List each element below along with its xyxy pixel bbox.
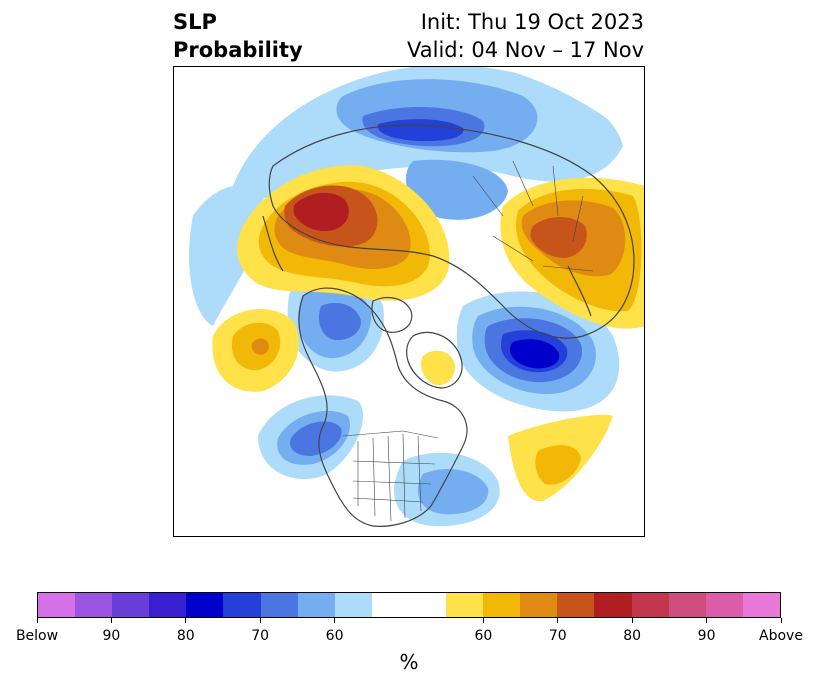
colorbar-tick-label: 80 xyxy=(623,628,642,644)
colorbar-segment xyxy=(483,593,521,617)
shading-layer xyxy=(189,66,645,527)
west-light-blue-band xyxy=(189,185,265,326)
colorbar-tick-mark xyxy=(334,618,336,623)
colorbar-tick-mark xyxy=(557,618,559,623)
us-canada-border xyxy=(342,430,439,439)
kamchatka-outline xyxy=(262,215,284,272)
colorbar-tick-label: Below xyxy=(15,628,59,644)
colorbar-segment xyxy=(260,593,298,617)
colorbar-tick-mark xyxy=(110,618,112,623)
eurasia-outline xyxy=(268,124,635,339)
arctic-blue-2 xyxy=(405,159,508,220)
north-atlantic-core xyxy=(510,339,560,369)
title-line-2: Probability xyxy=(173,38,303,62)
colorbar-segment xyxy=(297,593,335,617)
colorbar-tick-label: 90 xyxy=(102,628,121,644)
init-date: Init: Thu 19 Oct 2023 xyxy=(420,10,644,34)
colorbar-tick-mark xyxy=(482,618,484,623)
colorbar-tick-label: 90 xyxy=(697,628,716,644)
colorbar-tick-label: 60 xyxy=(325,628,344,644)
colorbar-segment xyxy=(149,593,187,617)
colorbar-segment xyxy=(520,593,558,617)
arctic-islands-outline xyxy=(371,297,413,333)
valid-range: Valid: 04 Nov – 17 Nov xyxy=(407,38,644,62)
colorbar-segment xyxy=(186,593,224,617)
colorbar-tick-mark xyxy=(780,618,782,623)
colorbar-segment xyxy=(557,593,595,617)
atlantic-mid-yellow xyxy=(421,350,455,386)
colorbar-tick-mark xyxy=(631,618,633,623)
pacific-dark-orange xyxy=(251,338,269,355)
west-us-deep-blue xyxy=(289,421,342,456)
colorbar-segment xyxy=(75,593,113,617)
colorbar-tick-label: 60 xyxy=(474,628,493,644)
political-borders xyxy=(342,160,594,522)
scandinavia-outline xyxy=(567,265,592,317)
colorbar-tick-mark xyxy=(706,618,708,623)
colorbar-segment xyxy=(371,593,409,617)
map-border xyxy=(173,66,645,537)
colorbar-segment xyxy=(408,593,447,617)
forecast-dates: Init: Thu 19 Oct 2023 Valid: 04 Nov – 17… xyxy=(407,8,644,64)
coastlines xyxy=(262,124,635,527)
alaska-deep-blue xyxy=(318,302,361,341)
scandinavia-red-orange xyxy=(530,217,587,258)
colorbar-tick-label: 70 xyxy=(251,628,270,644)
colorbar-segment xyxy=(112,593,150,617)
us-state-lines xyxy=(352,433,436,522)
east-us-blue xyxy=(417,468,489,515)
eurasia-country-lines xyxy=(472,160,594,272)
north-america-outline xyxy=(298,287,468,527)
probability-map xyxy=(173,66,645,537)
colorbar-unit: % xyxy=(399,650,419,674)
colorbar-segment xyxy=(223,593,261,617)
colorbar-tick-label: 70 xyxy=(548,628,567,644)
colorbar-segment xyxy=(446,593,484,617)
colorbar-segment xyxy=(631,593,669,617)
colorbar-tick-mark xyxy=(185,618,187,623)
colorbar-segment xyxy=(705,593,743,617)
colorbar-tick-mark xyxy=(36,618,38,623)
chart-title: SLP Probability xyxy=(173,8,303,64)
colorbar-tick-label: Above xyxy=(759,628,803,644)
colorbar-tick-label: 80 xyxy=(176,628,195,644)
colorbar-segment xyxy=(594,593,632,617)
atlantic-east-orange xyxy=(535,445,581,485)
title-line-1: SLP xyxy=(173,10,217,34)
colorbar-segment xyxy=(742,593,780,617)
arctic-darker-blue xyxy=(377,119,464,142)
siberia-red-core xyxy=(293,192,349,232)
colorbar-segment xyxy=(38,593,76,617)
colorbar-tick-mark xyxy=(259,618,261,623)
greenland-outline xyxy=(406,331,463,389)
colorbar xyxy=(37,592,781,618)
colorbar-segment xyxy=(334,593,372,617)
colorbar-segment xyxy=(668,593,706,617)
